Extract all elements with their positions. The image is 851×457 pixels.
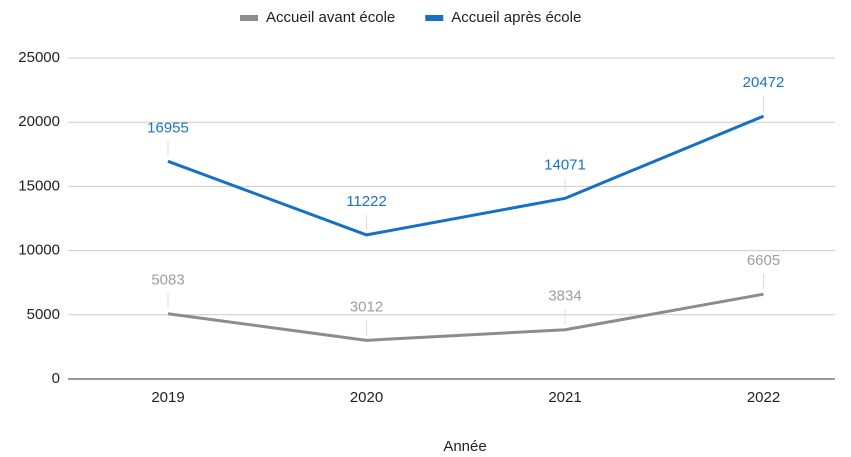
y-tick-label: 20000	[18, 113, 60, 130]
data-label: 3012	[350, 298, 383, 315]
y-tick-label: 5000	[27, 306, 60, 323]
series-line	[167, 292, 764, 342]
legend-label: Accueil après école	[451, 9, 581, 26]
data-label: 14071	[544, 156, 586, 173]
series-line	[167, 114, 765, 237]
legend-swatch	[240, 15, 258, 21]
data-label: 11222	[346, 193, 387, 210]
y-tick-label: 10000	[18, 242, 60, 259]
x-tick-label: 2021	[548, 389, 581, 406]
data-label: 3834	[548, 288, 581, 305]
legend-swatch	[425, 15, 444, 21]
x-tick-label: 2020	[350, 389, 383, 406]
data-label: 20472	[743, 74, 785, 91]
data-label: 6605	[747, 252, 780, 269]
y-tick-label: 0	[52, 370, 60, 387]
legend-label: Accueil avant école	[266, 9, 395, 26]
x-tick-label: 2019	[151, 389, 184, 406]
y-tick-label: 25000	[18, 49, 60, 66]
data-label: 16955	[147, 119, 189, 136]
y-tick-label: 15000	[18, 177, 60, 194]
data-label: 5083	[151, 272, 184, 289]
x-tick-label: 2022	[747, 389, 780, 406]
x-axis-label: Année	[443, 438, 486, 455]
